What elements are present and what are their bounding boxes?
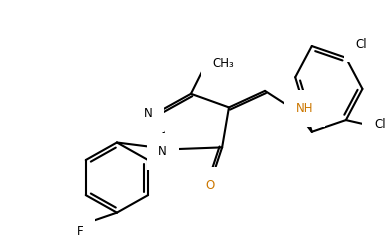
Text: CH₃: CH₃ — [213, 57, 234, 70]
Text: N: N — [158, 145, 167, 158]
Text: NH: NH — [296, 102, 314, 115]
Text: O: O — [206, 179, 215, 192]
Text: Cl: Cl — [356, 38, 367, 51]
Text: Cl: Cl — [374, 119, 385, 131]
Text: N: N — [144, 107, 152, 120]
Text: F: F — [77, 225, 83, 238]
